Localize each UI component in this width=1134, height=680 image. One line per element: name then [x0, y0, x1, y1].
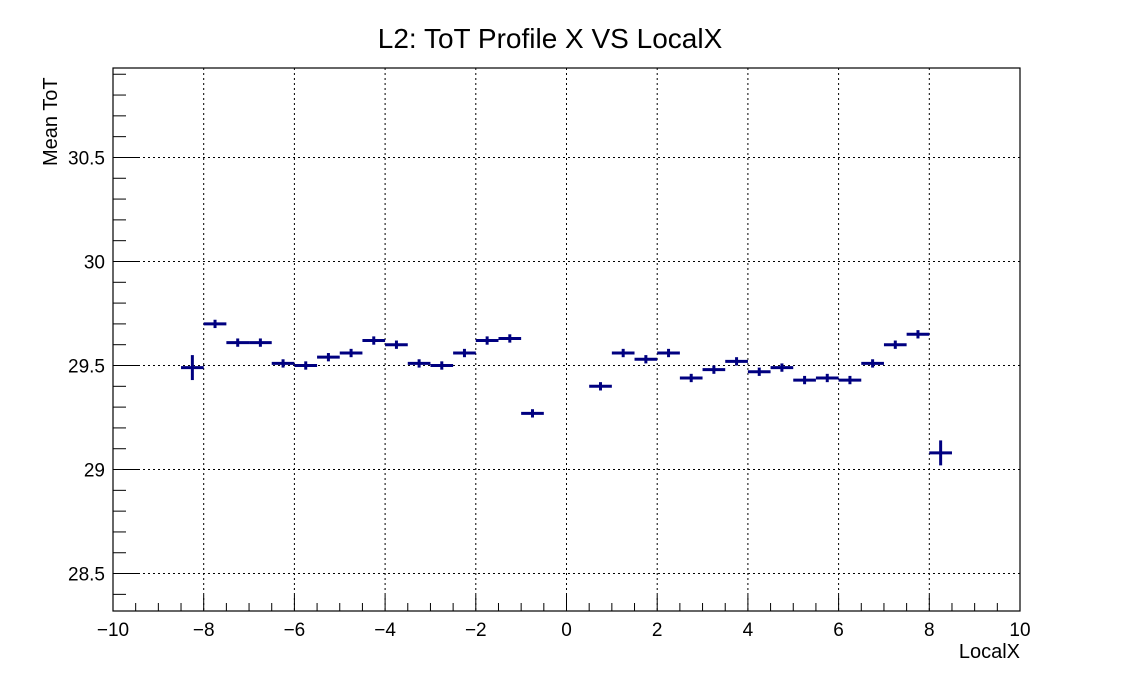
data-point: [815, 373, 839, 383]
data-point: [203, 319, 227, 329]
y-axis-label: Mean ToT: [40, 77, 62, 166]
data-point: [271, 359, 295, 368]
x-tick-label: 6: [833, 620, 844, 641]
y-tick-label: 30.5: [68, 148, 105, 169]
axis-ticks: [112, 73, 1021, 611]
data-point: [589, 382, 612, 391]
data-point: [793, 375, 816, 385]
data-point: [747, 367, 771, 376]
data-points: [181, 319, 952, 466]
y-tick-label: 28.5: [68, 565, 105, 586]
data-point: [498, 334, 522, 343]
y-tick-label: 29: [84, 461, 105, 482]
data-point: [249, 338, 272, 347]
data-point: [861, 359, 884, 368]
data-point: [611, 348, 635, 358]
y-tick-label: 30: [84, 252, 105, 273]
x-tick-label: 2: [652, 620, 663, 641]
data-point: [226, 338, 250, 347]
data-point: [929, 440, 952, 466]
x-axis-label: LocalX: [959, 641, 1020, 663]
data-point: [702, 365, 726, 374]
data-point: [317, 353, 340, 362]
data-point: [883, 340, 907, 349]
data-point: [430, 361, 454, 370]
x-tick-label: 0: [561, 620, 572, 641]
data-point: [725, 357, 748, 366]
data-point: [770, 363, 794, 372]
data-point: [521, 409, 544, 418]
y-tick-label: 29.5: [68, 357, 105, 378]
data-point: [181, 355, 204, 381]
grid-lines: [113, 68, 1020, 611]
x-tick-label: −6: [284, 620, 306, 641]
data-point: [294, 361, 318, 370]
x-tick-label: 10: [1009, 620, 1030, 641]
chart-title: L2: ToT Profile X VS LocalX: [378, 23, 723, 54]
x-tick-label: 8: [924, 620, 935, 641]
plot-frame: [112, 67, 1021, 612]
x-tick-label: −8: [193, 620, 215, 641]
data-point: [657, 348, 680, 358]
data-point: [339, 348, 363, 358]
data-point: [385, 340, 408, 349]
data-point: [838, 375, 862, 385]
data-point: [475, 336, 499, 345]
x-tick-label: 4: [743, 620, 754, 641]
tick-labels: −10 −8 −6 −4 −2 0 2 4 6 8 10 28.5 29 29.5 30 30.5: [68, 148, 1031, 641]
data-point: [679, 373, 703, 383]
x-tick-label: −2: [465, 620, 487, 641]
x-tick-label: −4: [374, 620, 396, 641]
data-point: [634, 355, 658, 364]
data-point: [362, 336, 386, 345]
data-point: [407, 359, 431, 368]
data-point: [906, 330, 930, 339]
x-tick-label: −10: [97, 620, 129, 641]
data-point: [453, 348, 476, 358]
